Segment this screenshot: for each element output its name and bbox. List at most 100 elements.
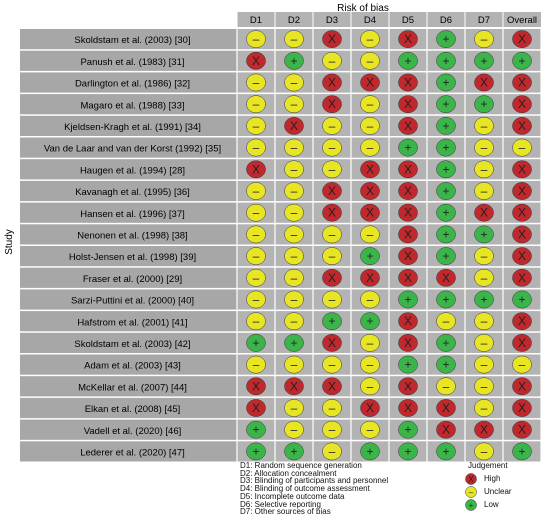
judgement-dot [474,268,494,287]
judgement-symbol: X [518,249,526,263]
judgement-legend-high: High [484,474,501,483]
judgement-symbol: – [291,97,298,111]
judgement-dot [398,30,418,48]
judgement-dot [436,290,456,309]
judgement-dot [284,117,304,135]
judgement-symbol: X [366,271,374,285]
study-row-bg [20,50,237,71]
judgement-dot [246,30,266,48]
study-label: Sarzi-Puttini et al. (2000) [40] [71,296,194,307]
judgement-dot [436,30,456,48]
judgement-symbol: + [290,336,297,350]
domain-legend-item: D3: Blinding of participants and personn… [240,476,389,486]
judgement-dot [512,377,532,396]
judgement-dot [246,334,266,352]
judgement-dot [398,225,418,244]
judgement-dot [436,268,456,287]
judgement-symbol: – [253,32,260,46]
judgement-dot [398,138,418,157]
judgement-symbol: – [291,184,298,198]
judgement-symbol: X [518,314,526,328]
judgement-dot [284,73,304,92]
judgement-symbol: – [367,358,374,372]
judgement-dot [284,355,304,374]
judgement-dot [322,73,342,92]
judgement-dot [474,442,494,461]
judgement-dot [246,399,266,417]
judgement-symbol: + [518,54,525,68]
domain-legend-item: D6: Selective reporting [240,499,321,509]
judgement-legend-symbol: X [468,475,474,484]
judgement-dot [436,399,456,417]
judgement-dot [246,377,266,396]
judgement-dot [322,377,342,396]
judgement-dot [322,30,342,48]
judgement-symbol: – [481,358,488,372]
judgement-symbol: – [291,32,298,46]
judgement-dot [474,225,494,244]
judgement-symbol: – [329,423,336,437]
judgement-symbol: + [404,293,411,307]
judgement-dot [322,399,342,417]
judgement-dot [398,73,418,92]
judgement-symbol: – [291,423,298,437]
judgement-dot [398,268,418,287]
judgement-dot [284,268,304,287]
judgement-symbol: X [518,206,526,220]
judgement-dot [284,95,304,114]
judgement-symbol: X [366,401,374,415]
judgement-dot [246,95,266,114]
judgement-legend-dot [465,486,477,498]
judgement-symbol: X [252,162,260,176]
judgement-dot [284,138,304,157]
judgement-dot [322,268,342,287]
judgement-dot [322,117,342,135]
judgement-symbol: – [481,141,488,155]
judgement-symbol: X [518,401,526,415]
study-label: Kjeldsen-Kragh et al. (1991) [34] [64,122,201,133]
judgement-symbol: + [442,249,449,263]
judgement-symbol: X [252,401,260,415]
judgement-symbol: + [442,336,449,350]
study-row-bg [20,94,237,115]
judgement-symbol: X [328,336,336,350]
judgement-symbol: X [404,271,412,285]
judgement-dot [436,334,456,352]
judgement-dot [246,420,266,439]
judgement-dot [512,268,532,287]
judgement-dot [398,160,418,179]
judgement-dot [360,73,380,92]
judgement-dot [436,203,456,222]
domain-legend-item: D2: Allocation concealment [240,468,337,478]
judgement-symbol: – [443,379,450,393]
judgement-symbol: – [253,314,260,328]
judgement-dot [322,51,342,70]
judgement-symbol: – [253,358,260,372]
judgement-symbol: + [404,54,411,68]
judgement-symbol: X [442,423,450,437]
judgement-symbol: X [518,271,526,285]
judgement-symbol: – [253,271,260,285]
judgement-symbol: X [404,227,412,241]
judgement-dot [360,268,380,287]
judgement-symbol: + [290,54,297,68]
study-row-bg [20,354,237,375]
judgement-dot [512,442,532,461]
study-label: Nenonen et al. (1998) [38] [77,230,187,241]
judgement-symbol: – [367,141,374,155]
judgement-symbol: – [329,119,336,133]
judgement-dot [360,117,380,135]
study-label: Fraser et al. (2000) [29] [83,274,182,285]
judgement-symbol: X [518,379,526,393]
study-label: Kavanagh et al. (1995) [36] [75,187,190,198]
study-row-bg [20,289,237,310]
study-label: Lederer et al. (2020) [47] [80,447,185,458]
judgement-symbol: – [253,119,260,133]
judgement-dot [474,95,494,114]
judgement-dot [474,30,494,48]
judgement-symbol: – [481,314,488,328]
chart-title: Risk of bias [337,3,389,14]
judgement-dot [246,138,266,157]
study-row-bg [20,72,237,93]
judgement-dot [474,160,494,179]
